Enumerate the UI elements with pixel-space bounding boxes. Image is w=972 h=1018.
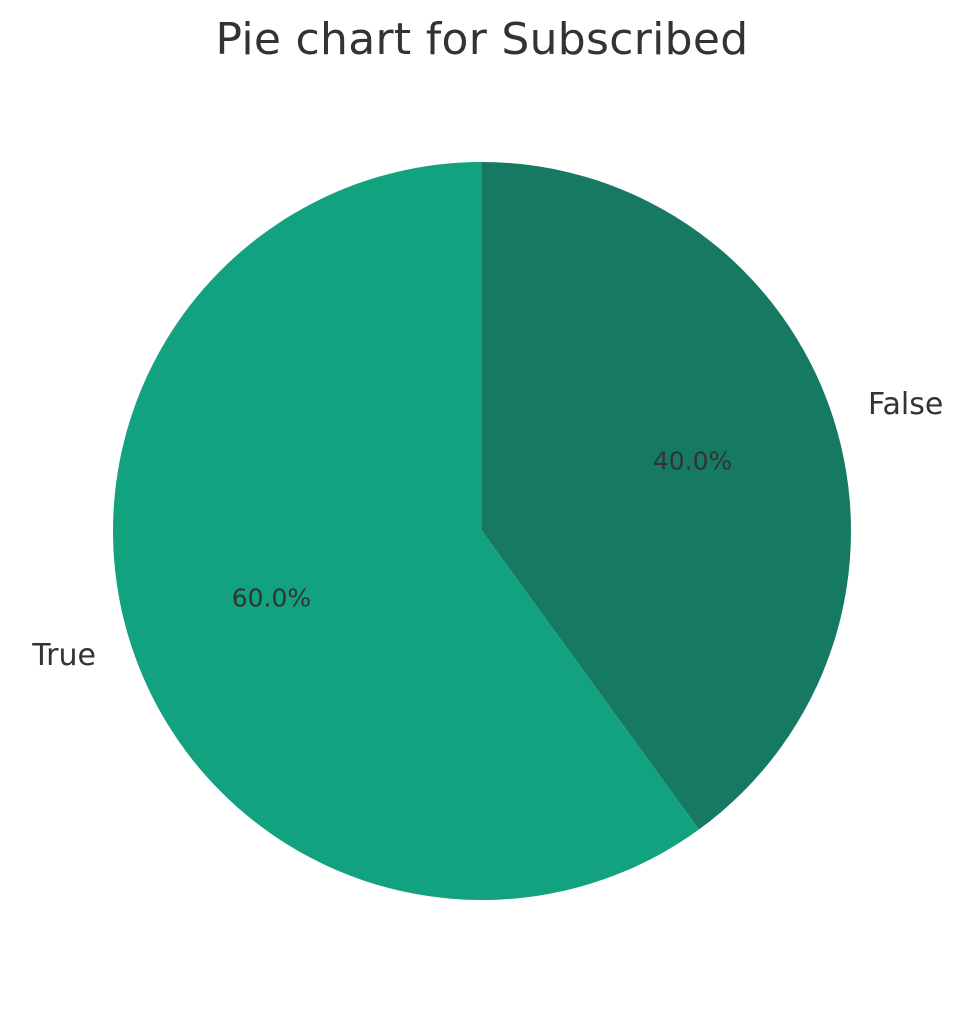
chart-title: Pie chart for Subscribed bbox=[215, 14, 749, 65]
slice-label-false: False bbox=[868, 387, 943, 422]
slice-percent-false: 40.0% bbox=[653, 447, 732, 476]
pie-slice-true bbox=[113, 162, 699, 900]
slice-percent-true: 60.0% bbox=[232, 583, 311, 612]
pie-slice-false bbox=[482, 162, 852, 830]
slice-label-true: True bbox=[31, 638, 96, 673]
